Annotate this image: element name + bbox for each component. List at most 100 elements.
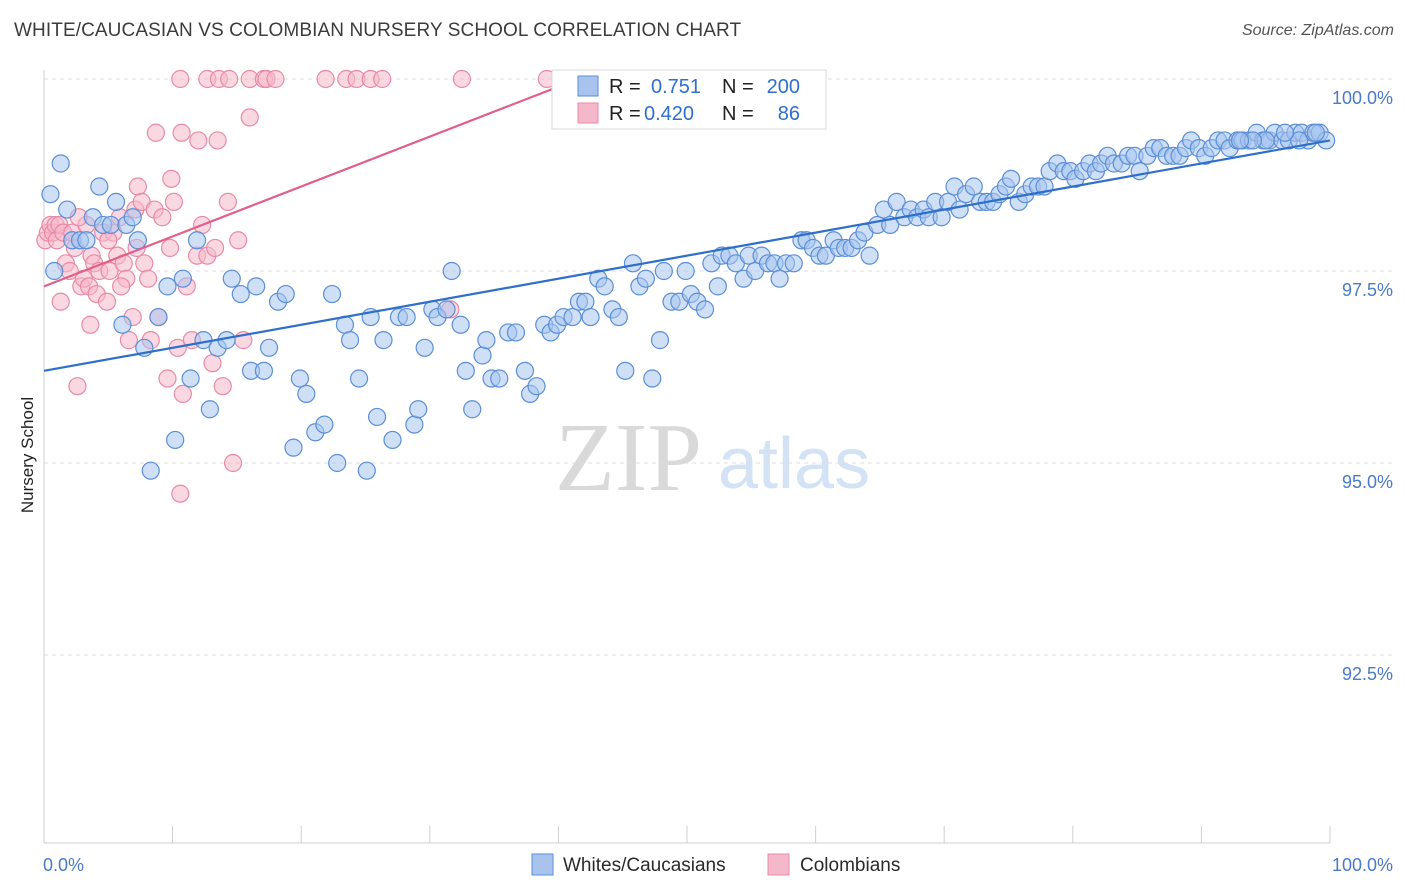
point-whites <box>515 361 535 380</box>
legend-series: Whites/Caucasians Colombians <box>531 853 900 876</box>
point-colombians <box>452 69 472 89</box>
point-whites <box>1275 123 1295 142</box>
point-whites <box>231 284 250 304</box>
point-colombians <box>100 261 119 281</box>
point-colombians <box>213 377 232 396</box>
point-whites <box>58 200 77 219</box>
point-whites <box>77 231 96 250</box>
trend-line-whites <box>43 139 1331 372</box>
x-tick-label-100: 100.0% <box>1332 855 1393 875</box>
y-tick-label: 97.5% <box>1342 280 1393 300</box>
point-colombians <box>208 131 227 150</box>
point-whites <box>506 323 526 342</box>
legend-bottom-label-whites: Whites/Caucasians <box>563 855 726 876</box>
point-whites <box>887 192 906 211</box>
point-whites <box>181 369 200 388</box>
point-whites <box>340 331 360 350</box>
legend-stats: R = 0.751 N = 200 R = 0.420 N = 86 <box>551 69 827 130</box>
point-whites <box>200 400 219 419</box>
point-whites <box>397 307 416 327</box>
point-whites <box>45 261 64 281</box>
point-whites <box>527 377 546 396</box>
point-colombians <box>99 231 118 250</box>
point-colombians <box>171 69 190 89</box>
point-whites <box>123 208 142 227</box>
point-whites <box>315 415 334 434</box>
point-whites <box>456 361 475 380</box>
point-whites <box>41 185 60 204</box>
point-whites <box>609 307 628 327</box>
point-whites <box>1130 162 1149 181</box>
point-colombians <box>205 238 225 258</box>
y-axis-label: Nursery School <box>18 397 37 513</box>
source-label: Source: ZipAtlas.com <box>1241 22 1394 39</box>
point-whites <box>473 346 492 365</box>
point-colombians <box>266 69 285 89</box>
point-whites <box>616 361 635 380</box>
point-whites <box>276 284 295 304</box>
point-colombians <box>158 369 177 388</box>
point-whites <box>259 338 279 357</box>
point-whites <box>654 261 673 281</box>
point-whites <box>1230 131 1250 150</box>
point-whites <box>595 277 614 296</box>
legend-n-value-2: 86 <box>778 103 800 125</box>
point-colombians <box>81 315 100 334</box>
point-colombians <box>171 484 190 503</box>
point-whites <box>383 430 402 450</box>
point-colombians <box>173 384 192 403</box>
point-whites <box>676 261 695 281</box>
point-whites <box>576 292 595 311</box>
point-colombians <box>203 354 222 373</box>
y-tick-labels: 92.5% 95.0% 97.5% 100.0% <box>1332 88 1393 684</box>
point-whites <box>437 300 456 319</box>
point-whites <box>328 453 347 473</box>
point-whites <box>463 400 482 419</box>
point-whites <box>51 154 70 173</box>
point-whites <box>106 192 126 211</box>
point-whites <box>166 430 185 450</box>
legend-n-label-1: N = <box>722 76 754 98</box>
point-whites <box>643 369 662 388</box>
point-whites <box>784 254 803 273</box>
point-whites <box>695 300 715 319</box>
point-whites <box>357 461 376 480</box>
legend-n-label-2: N = <box>722 103 754 125</box>
point-whites <box>284 438 303 457</box>
point-whites <box>563 307 582 327</box>
legend-r-label-1: R = <box>609 76 641 98</box>
point-whites <box>158 277 177 296</box>
point-whites <box>636 269 655 288</box>
point-whites <box>90 177 109 196</box>
point-whites <box>374 331 393 350</box>
point-colombians <box>240 108 259 127</box>
chart-title: WHITE/CAUCASIAN VS COLOMBIAN NURSERY SCH… <box>14 20 742 41</box>
watermark-zip: ZIP <box>555 404 702 512</box>
point-whites <box>322 284 342 304</box>
legend-r-value-1: 0.751 <box>651 76 701 98</box>
point-whites <box>442 261 461 281</box>
point-whites <box>113 315 132 334</box>
point-whites <box>581 307 600 327</box>
x-tick-marks <box>43 826 1331 843</box>
legend-bottom-swatch-blue <box>531 853 554 876</box>
point-whites <box>254 361 274 380</box>
trend-lines <box>43 85 1331 372</box>
x-tick-label-0: 0.0% <box>43 855 84 875</box>
y-tick-label: 95.0% <box>1342 472 1393 492</box>
point-whites <box>415 338 434 357</box>
legend-n-value-1: 200 <box>767 76 800 98</box>
trend-line-colombians <box>43 85 559 288</box>
point-whites <box>1306 123 1325 142</box>
point-colombians <box>97 292 117 311</box>
point-whites <box>349 369 369 388</box>
point-whites <box>932 208 951 227</box>
point-colombians <box>160 238 180 258</box>
legend-r-value-2: 0.420 <box>644 103 694 125</box>
point-whites <box>964 177 983 196</box>
point-whites <box>950 200 969 219</box>
legend-swatch-pink <box>577 102 599 124</box>
point-whites <box>477 331 496 350</box>
point-whites <box>128 231 147 250</box>
point-whites <box>141 461 160 480</box>
